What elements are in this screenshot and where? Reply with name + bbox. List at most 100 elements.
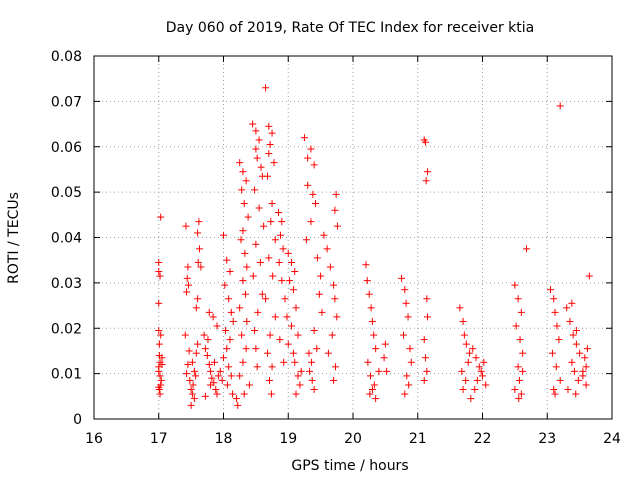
data-point: [471, 386, 479, 394]
data-point: [326, 263, 334, 271]
x-tick-label: 19: [279, 431, 297, 447]
y-axis-label: ROTI / TECUs: [6, 192, 22, 284]
data-point: [331, 206, 339, 214]
data-point: [262, 84, 270, 92]
data-point: [512, 322, 520, 330]
data-point: [405, 381, 413, 389]
data-point: [398, 274, 406, 282]
data-point: [156, 358, 164, 366]
data-point: [275, 209, 283, 217]
data-point: [157, 376, 165, 384]
x-tick-label: 24: [603, 431, 621, 447]
data-point: [249, 272, 257, 280]
data-point: [330, 376, 338, 384]
data-point: [229, 390, 237, 398]
data-point: [155, 386, 163, 394]
data-point: [422, 138, 430, 146]
data-point: [239, 358, 247, 366]
data-point: [515, 395, 523, 403]
data-point: [309, 190, 317, 198]
data-point: [242, 290, 250, 298]
data-point: [269, 272, 277, 280]
data-point: [264, 172, 272, 180]
data-point: [383, 367, 391, 375]
data-point: [579, 367, 587, 375]
data-point: [264, 349, 272, 357]
data-point: [223, 256, 231, 264]
data-point: [266, 331, 274, 339]
data-point: [155, 268, 163, 276]
data-point: [464, 358, 472, 366]
data-point: [324, 349, 332, 357]
data-point: [255, 204, 263, 212]
x-tick-label: 16: [85, 431, 103, 447]
data-point: [462, 340, 470, 348]
data-point: [517, 390, 525, 398]
data-point: [304, 181, 312, 189]
data-point: [229, 317, 237, 325]
data-point: [238, 186, 246, 194]
data-point: [568, 299, 576, 307]
data-point: [479, 372, 486, 380]
data-point: [205, 361, 213, 369]
data-point: [268, 363, 276, 371]
data-point: [511, 281, 519, 289]
data-point: [182, 222, 190, 230]
data-point: [380, 354, 388, 362]
data-point: [370, 381, 378, 389]
data-point: [401, 286, 409, 294]
data-point: [234, 401, 242, 409]
data-point: [289, 286, 297, 294]
x-axis-ticks: 16 17 18 19 20 21 22 23 24: [85, 56, 621, 447]
data-point: [423, 313, 431, 321]
data-point: [237, 236, 245, 244]
y-tick-label: 0.05: [51, 185, 82, 201]
data-point: [477, 367, 485, 375]
data-point: [372, 345, 380, 353]
data-point: [156, 390, 164, 398]
y-axis-ticks: 0 0.01 0.02 0.03 0.04 0.05 0.06 0.07 0.08: [51, 49, 612, 428]
data-point: [239, 277, 247, 285]
data-point: [221, 281, 229, 289]
data-point: [551, 308, 559, 316]
data-point: [466, 349, 474, 357]
data-point: [256, 258, 264, 266]
data-point: [284, 340, 292, 348]
data-point: [404, 313, 412, 321]
data-point: [275, 258, 283, 266]
data-point: [511, 386, 519, 394]
data-point: [286, 277, 294, 285]
data-point: [184, 263, 192, 271]
data-point: [278, 277, 286, 285]
data-point: [313, 254, 321, 262]
data-point: [306, 367, 314, 375]
data-point: [214, 372, 222, 380]
data-point: [367, 304, 375, 312]
data-point: [333, 222, 341, 230]
data-point: [570, 367, 578, 375]
data-point: [227, 308, 235, 316]
data-point: [252, 127, 260, 135]
data-point: [423, 295, 431, 303]
data-point: [204, 336, 212, 344]
y-tick-label: 0.02: [51, 321, 82, 337]
y-tick-label: 0.01: [51, 367, 82, 383]
data-point: [482, 381, 490, 389]
data-point: [203, 351, 211, 359]
data-point: [469, 345, 477, 353]
data-point: [332, 363, 340, 371]
data-point: [157, 331, 165, 339]
data-point: [420, 336, 428, 344]
data-point: [370, 331, 378, 339]
data-point: [372, 395, 380, 403]
data-point: [155, 258, 163, 266]
data-point: [296, 381, 304, 389]
data-point: [583, 345, 591, 353]
data-point: [252, 240, 260, 248]
data-point: [581, 354, 589, 362]
data-point: [332, 190, 340, 198]
data-point: [185, 281, 193, 289]
data-point: [220, 231, 227, 239]
data-point: [242, 345, 250, 353]
data-point: [232, 395, 240, 403]
